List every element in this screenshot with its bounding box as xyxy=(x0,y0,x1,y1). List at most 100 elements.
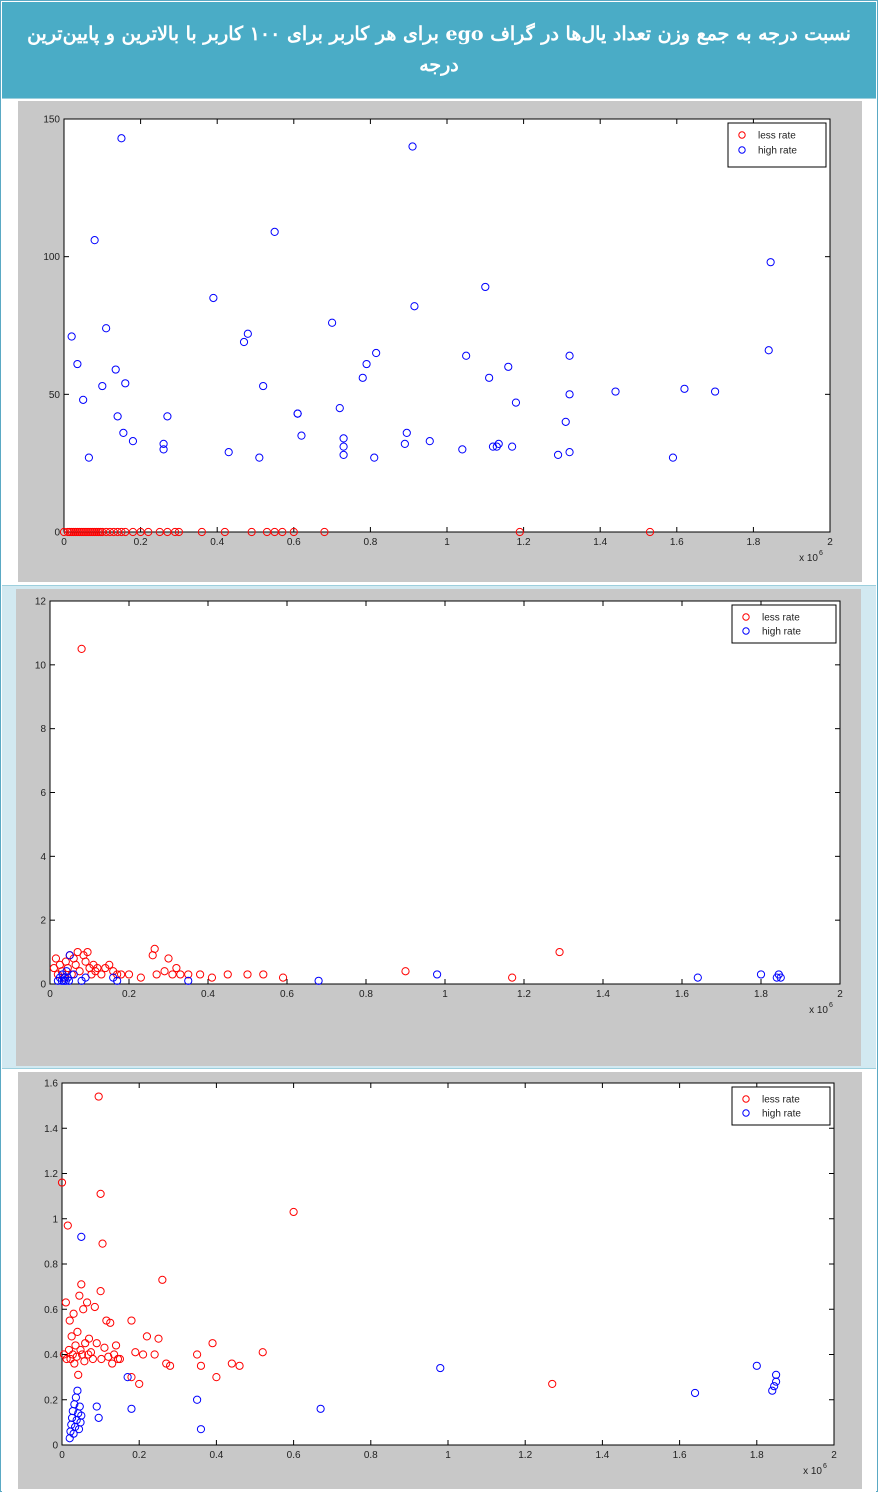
data-point xyxy=(492,442,501,451)
data-point xyxy=(57,1178,67,1187)
data-point xyxy=(84,1334,94,1343)
chart-panel-2: 0 0.2 0.4 0.6 0.8 1 1.2 1.4 1.6 1.8 2 0 2 4 6 8 10 12 x 10… xyxy=(16,589,861,1066)
data-point xyxy=(150,944,159,953)
data-point xyxy=(772,1370,781,1379)
series-less-rate xyxy=(59,527,655,537)
legend-label: less rate xyxy=(758,131,796,142)
x-tick-label: 1.2 xyxy=(518,1450,532,1461)
legend-box xyxy=(727,122,827,168)
data-point xyxy=(77,644,86,653)
y-tick-label: 0 xyxy=(52,1441,58,1452)
data-point xyxy=(259,970,268,979)
x-multiplier-label: x 10 xyxy=(803,1466,822,1477)
x-tick-label: 1.6 xyxy=(675,989,689,1000)
data-point xyxy=(136,973,145,982)
data-point xyxy=(289,1207,298,1217)
data-point xyxy=(150,1350,159,1359)
data-point xyxy=(297,431,306,440)
data-point xyxy=(239,337,249,347)
data-point xyxy=(561,417,570,426)
data-point xyxy=(69,970,78,979)
data-point xyxy=(176,970,185,979)
data-point xyxy=(93,963,102,973)
data-point xyxy=(72,1352,81,1361)
data-point xyxy=(511,398,521,407)
data-point xyxy=(401,967,410,976)
x-exponent-label: 6 xyxy=(819,550,823,557)
data-point xyxy=(258,1348,267,1357)
data-point xyxy=(504,362,513,371)
data-point xyxy=(113,976,122,985)
data-point xyxy=(74,1370,83,1379)
x-tick-label: 1.4 xyxy=(596,989,610,1000)
data-point xyxy=(402,428,411,437)
x-tick-label: 0.4 xyxy=(209,1450,223,1461)
x-tick-label: 1.8 xyxy=(750,1450,764,1461)
data-point xyxy=(400,439,409,448)
x-tick-label: 0.8 xyxy=(364,1450,378,1461)
data-point xyxy=(61,1298,70,1307)
data-point xyxy=(243,970,252,979)
data-point xyxy=(104,1352,113,1361)
data-point xyxy=(71,1341,80,1350)
data-point xyxy=(776,973,785,982)
data-point xyxy=(756,970,766,979)
y-tick-label: 50 xyxy=(49,390,61,401)
data-point xyxy=(73,1386,82,1395)
data-point xyxy=(212,1373,221,1382)
data-point xyxy=(79,395,88,404)
plot-area xyxy=(63,118,831,533)
data-point xyxy=(96,1189,105,1198)
y-tick-label: 0 xyxy=(40,980,46,991)
data-point xyxy=(436,1363,445,1373)
x-exponent-label: 6 xyxy=(829,1002,833,1009)
data-point xyxy=(193,1350,202,1359)
data-point xyxy=(196,1361,206,1370)
data-point xyxy=(165,1361,175,1370)
legend-box xyxy=(731,1086,831,1126)
x-tick-label: 1 xyxy=(445,1450,451,1461)
data-point xyxy=(123,1373,132,1382)
data-point xyxy=(196,970,205,979)
data-point xyxy=(94,1413,103,1422)
data-point xyxy=(170,527,180,537)
chart-row-2: 0 0.2 0.4 0.6 0.8 1 1.2 1.4 1.6 1.8 2 0 2 4 6 8 10 12 x 10… xyxy=(2,585,876,1068)
x-exponent-label: 6 xyxy=(823,1463,827,1470)
x-tick-label: 0 xyxy=(47,989,53,1000)
data-point xyxy=(425,437,434,446)
data-point xyxy=(335,404,344,413)
scatter-chart-2: 0 0.2 0.4 0.6 0.8 1 1.2 1.4 1.6 1.8 2 0 2 4 6 8 10 12 x 10… xyxy=(35,597,843,1017)
data-point xyxy=(97,970,106,979)
data-point xyxy=(293,409,302,418)
data-point xyxy=(63,1221,72,1230)
data-point xyxy=(94,1092,103,1101)
x-tick-label: 0.6 xyxy=(287,537,301,548)
x-tick-label: 1.8 xyxy=(754,989,768,1000)
y-tick-label: 100 xyxy=(43,252,60,263)
data-point xyxy=(77,1411,86,1420)
data-point xyxy=(108,1359,117,1368)
data-point xyxy=(113,412,122,421)
data-point xyxy=(243,329,252,338)
y-tick-label: 2 xyxy=(40,916,46,927)
data-point xyxy=(680,384,689,393)
x-tick-label: 0 xyxy=(59,1450,65,1461)
data-point xyxy=(339,434,348,443)
data-point xyxy=(121,379,130,388)
data-point xyxy=(270,227,279,236)
data-point xyxy=(105,960,114,969)
data-point xyxy=(209,293,218,303)
x-tick-label: 1 xyxy=(442,989,448,1000)
x-tick-label: 0.6 xyxy=(280,989,294,1000)
y-tick-label: 0.2 xyxy=(44,1395,58,1406)
data-point xyxy=(320,527,329,537)
scatter-chart-3: 0 0.2 0.4 0.6 0.8 1 1.2 1.4 1.6 1.8 2 0 0.2 0.4 0.6 0.8… xyxy=(44,1079,837,1478)
data-point xyxy=(67,1332,76,1341)
data-point xyxy=(358,373,367,382)
data-point xyxy=(88,1354,97,1364)
data-point xyxy=(494,439,503,448)
data-point xyxy=(98,381,107,391)
data-point xyxy=(84,453,93,462)
data-point xyxy=(73,1327,82,1336)
legend-box xyxy=(731,604,837,644)
